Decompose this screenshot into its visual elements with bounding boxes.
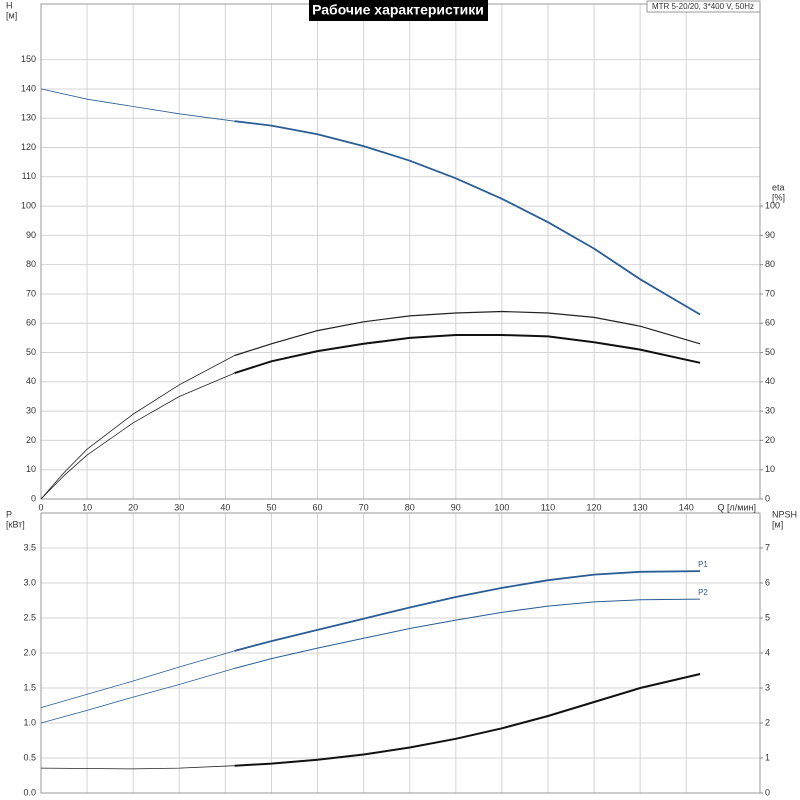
x-tick-label: 120: [587, 502, 602, 512]
y2-tick-label: 40: [765, 376, 775, 386]
y2-tick-label: 10: [765, 464, 775, 474]
y2-tick-label: 50: [765, 347, 775, 357]
curve: [234, 673, 701, 767]
y-tick-label: 120: [21, 142, 36, 152]
curve: [40, 355, 235, 500]
curve: [40, 372, 235, 500]
curve: [234, 310, 701, 357]
y-tick-label: 30: [26, 406, 36, 416]
y2-tick-label: 70: [765, 288, 775, 298]
y2-axis-label: NPSH: [772, 509, 797, 519]
y-tick-label: 80: [26, 259, 36, 269]
y-tick-label: 3.5: [23, 542, 36, 552]
annotation: MTR 5-20/20, 3*400 V, 50Hz: [652, 2, 754, 11]
y-tick-label: 130: [21, 113, 36, 123]
y2-axis-unit: [%]: [772, 192, 785, 202]
y-tick-label: 2.0: [23, 647, 36, 657]
x-tick-label: 110: [541, 502, 555, 512]
y2-tick-label: 0: [765, 787, 770, 797]
x-tick-label: 90: [451, 502, 461, 512]
y-tick-label: 50: [26, 347, 36, 357]
x-tick-label: 100: [494, 502, 509, 512]
curve: [234, 570, 701, 652]
y-tick-label: 3.0: [23, 577, 36, 587]
y2-tick-label: 0: [765, 493, 770, 503]
y-tick-label: 90: [26, 230, 36, 240]
curve: [40, 765, 235, 770]
x-tick-label: 80: [405, 502, 415, 512]
y2-tick-label: 2: [765, 717, 770, 727]
y-tick-label: 110: [22, 171, 36, 181]
y-tick-label: 1.5: [23, 682, 36, 692]
curve: [234, 334, 701, 375]
x-tick-label: 60: [313, 502, 323, 512]
y-axis-unit: [м]: [6, 10, 17, 20]
x-tick-label: 40: [220, 502, 230, 512]
x-tick-label: 30: [174, 502, 184, 512]
y-tick-label: 100: [21, 200, 36, 210]
y2-tick-label: 1: [765, 752, 770, 762]
y-tick-label: 0.0: [23, 787, 36, 797]
y2-tick-label: 7: [765, 542, 770, 552]
x-tick-label: 20: [128, 502, 138, 512]
y-axis-label: H: [6, 0, 13, 10]
y-axis-unit: [кВт]: [6, 519, 25, 529]
y-tick-label: 10: [26, 464, 36, 474]
y2-axis-label: eta: [772, 182, 785, 192]
curve: [40, 88, 235, 122]
x-tick-label: 0: [38, 502, 43, 512]
curve: [40, 668, 235, 724]
y2-tick-label: 80: [765, 259, 775, 269]
y-tick-label: 20: [26, 435, 36, 445]
y2-tick-label: 4: [765, 647, 770, 657]
y-tick-label: 150: [21, 54, 36, 64]
chart-title: Рабочие характеристики: [312, 2, 484, 18]
y2-tick-label: 20: [765, 435, 775, 445]
y2-tick-label: 30: [765, 406, 775, 416]
curve: [234, 120, 701, 316]
x-tick-label: 140: [679, 502, 694, 512]
y-tick-label: 0.5: [23, 752, 36, 762]
y2-tick-label: 3: [765, 682, 770, 692]
y2-tick-label: 90: [765, 230, 775, 240]
y2-axis-unit: [м]: [772, 519, 783, 529]
y2-tick-label: 5: [765, 612, 770, 622]
y-axis-label: P: [6, 509, 12, 519]
y2-tick-label: 100: [765, 200, 780, 210]
x-tick-label: 130: [633, 502, 648, 512]
y-tick-label: 0: [31, 493, 36, 503]
curve: [234, 598, 701, 669]
x-tick-label: 10: [82, 502, 92, 512]
y-tick-label: 60: [26, 318, 36, 328]
plot-frame: [40, 512, 761, 794]
y-tick-label: 1.0: [23, 717, 36, 727]
annotation-box: [646, 0, 761, 13]
y-tick-label: 140: [21, 83, 36, 93]
title-box: [309, 0, 488, 21]
y-tick-label: 40: [26, 376, 36, 386]
x-tick-label: 70: [359, 502, 369, 512]
y-tick-label: 2.5: [23, 612, 36, 622]
y2-tick-label: 6: [765, 577, 770, 587]
curve: [40, 650, 235, 708]
x-tick-label: 50: [266, 502, 276, 512]
x-axis-label: Q [л/мин]: [718, 502, 756, 512]
y-tick-label: 70: [26, 288, 36, 298]
series-label: P1: [698, 560, 708, 569]
y2-tick-label: 60: [765, 318, 775, 328]
series-label: P2: [698, 588, 708, 597]
